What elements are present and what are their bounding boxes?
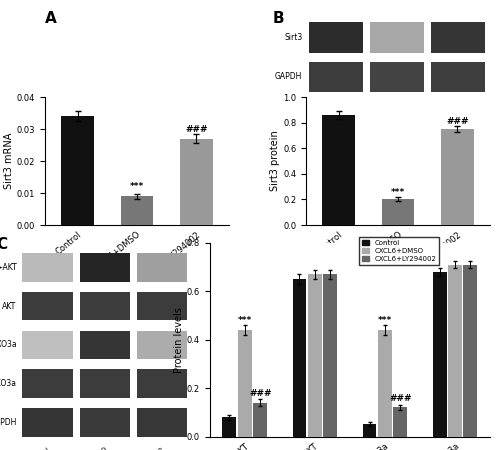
Bar [238,330,252,436]
Text: ###: ### [249,389,272,398]
Text: Control: Control [27,447,51,450]
Bar [80,408,130,436]
Bar [431,22,485,53]
Y-axis label: Sirt3 protein: Sirt3 protein [270,130,280,191]
Text: GAPDH: GAPDH [275,72,302,81]
Bar [22,408,72,436]
Bar [62,116,94,225]
Bar [322,115,355,225]
Bar [308,274,322,436]
Bar [362,424,376,436]
Bar [370,22,424,53]
Bar [441,129,474,225]
Bar [80,331,130,359]
Bar [308,62,362,92]
Bar [137,408,187,436]
Bar [80,253,130,282]
Bar [137,369,187,398]
Text: FOXO3a: FOXO3a [0,379,16,388]
Text: ###: ### [389,394,411,403]
Bar [137,292,187,320]
Y-axis label: Protein levels: Protein levels [174,307,184,373]
Text: ***: *** [391,189,405,198]
Bar [22,331,72,359]
Bar [120,196,154,225]
Text: A: A [45,11,57,26]
Bar [431,62,485,92]
Text: ***: *** [130,182,144,191]
Bar [80,369,130,398]
Bar [22,253,72,282]
Text: GAPDH: GAPDH [0,418,16,427]
Bar [292,279,306,436]
Text: ###: ### [446,117,468,126]
Bar [308,22,362,53]
Text: ###: ### [185,125,208,134]
Bar [22,369,72,398]
Text: CXCL6 + LY294002: CXCL6 + LY294002 [108,447,166,450]
Bar [324,274,337,436]
Text: AKT: AKT [2,302,16,310]
Bar [22,292,72,320]
Bar [137,253,187,282]
Text: B: B [272,11,284,26]
Text: ***: *** [378,316,392,325]
Bar [448,265,462,436]
Bar [222,417,236,436]
Bar [432,272,446,436]
Bar [254,403,267,436]
Text: p-FOXO3a: p-FOXO3a [0,340,16,349]
Text: Sirt3: Sirt3 [284,33,302,42]
Bar [180,139,212,225]
Bar [382,199,414,225]
Bar [394,408,407,436]
Text: CXCL6 + DMSO: CXCL6 + DMSO [61,447,108,450]
Text: C: C [0,237,7,252]
Bar [137,331,187,359]
Bar [378,330,392,436]
Legend: Control, CXCL6+DMSO, CXCL6+LY294002: Control, CXCL6+DMSO, CXCL6+LY294002 [359,237,439,265]
Bar [464,265,477,436]
Bar [370,62,424,92]
Bar [80,292,130,320]
Y-axis label: Sirt3 mRNA: Sirt3 mRNA [4,133,14,189]
Text: ***: *** [238,316,252,325]
Text: p-AKT: p-AKT [0,263,16,272]
